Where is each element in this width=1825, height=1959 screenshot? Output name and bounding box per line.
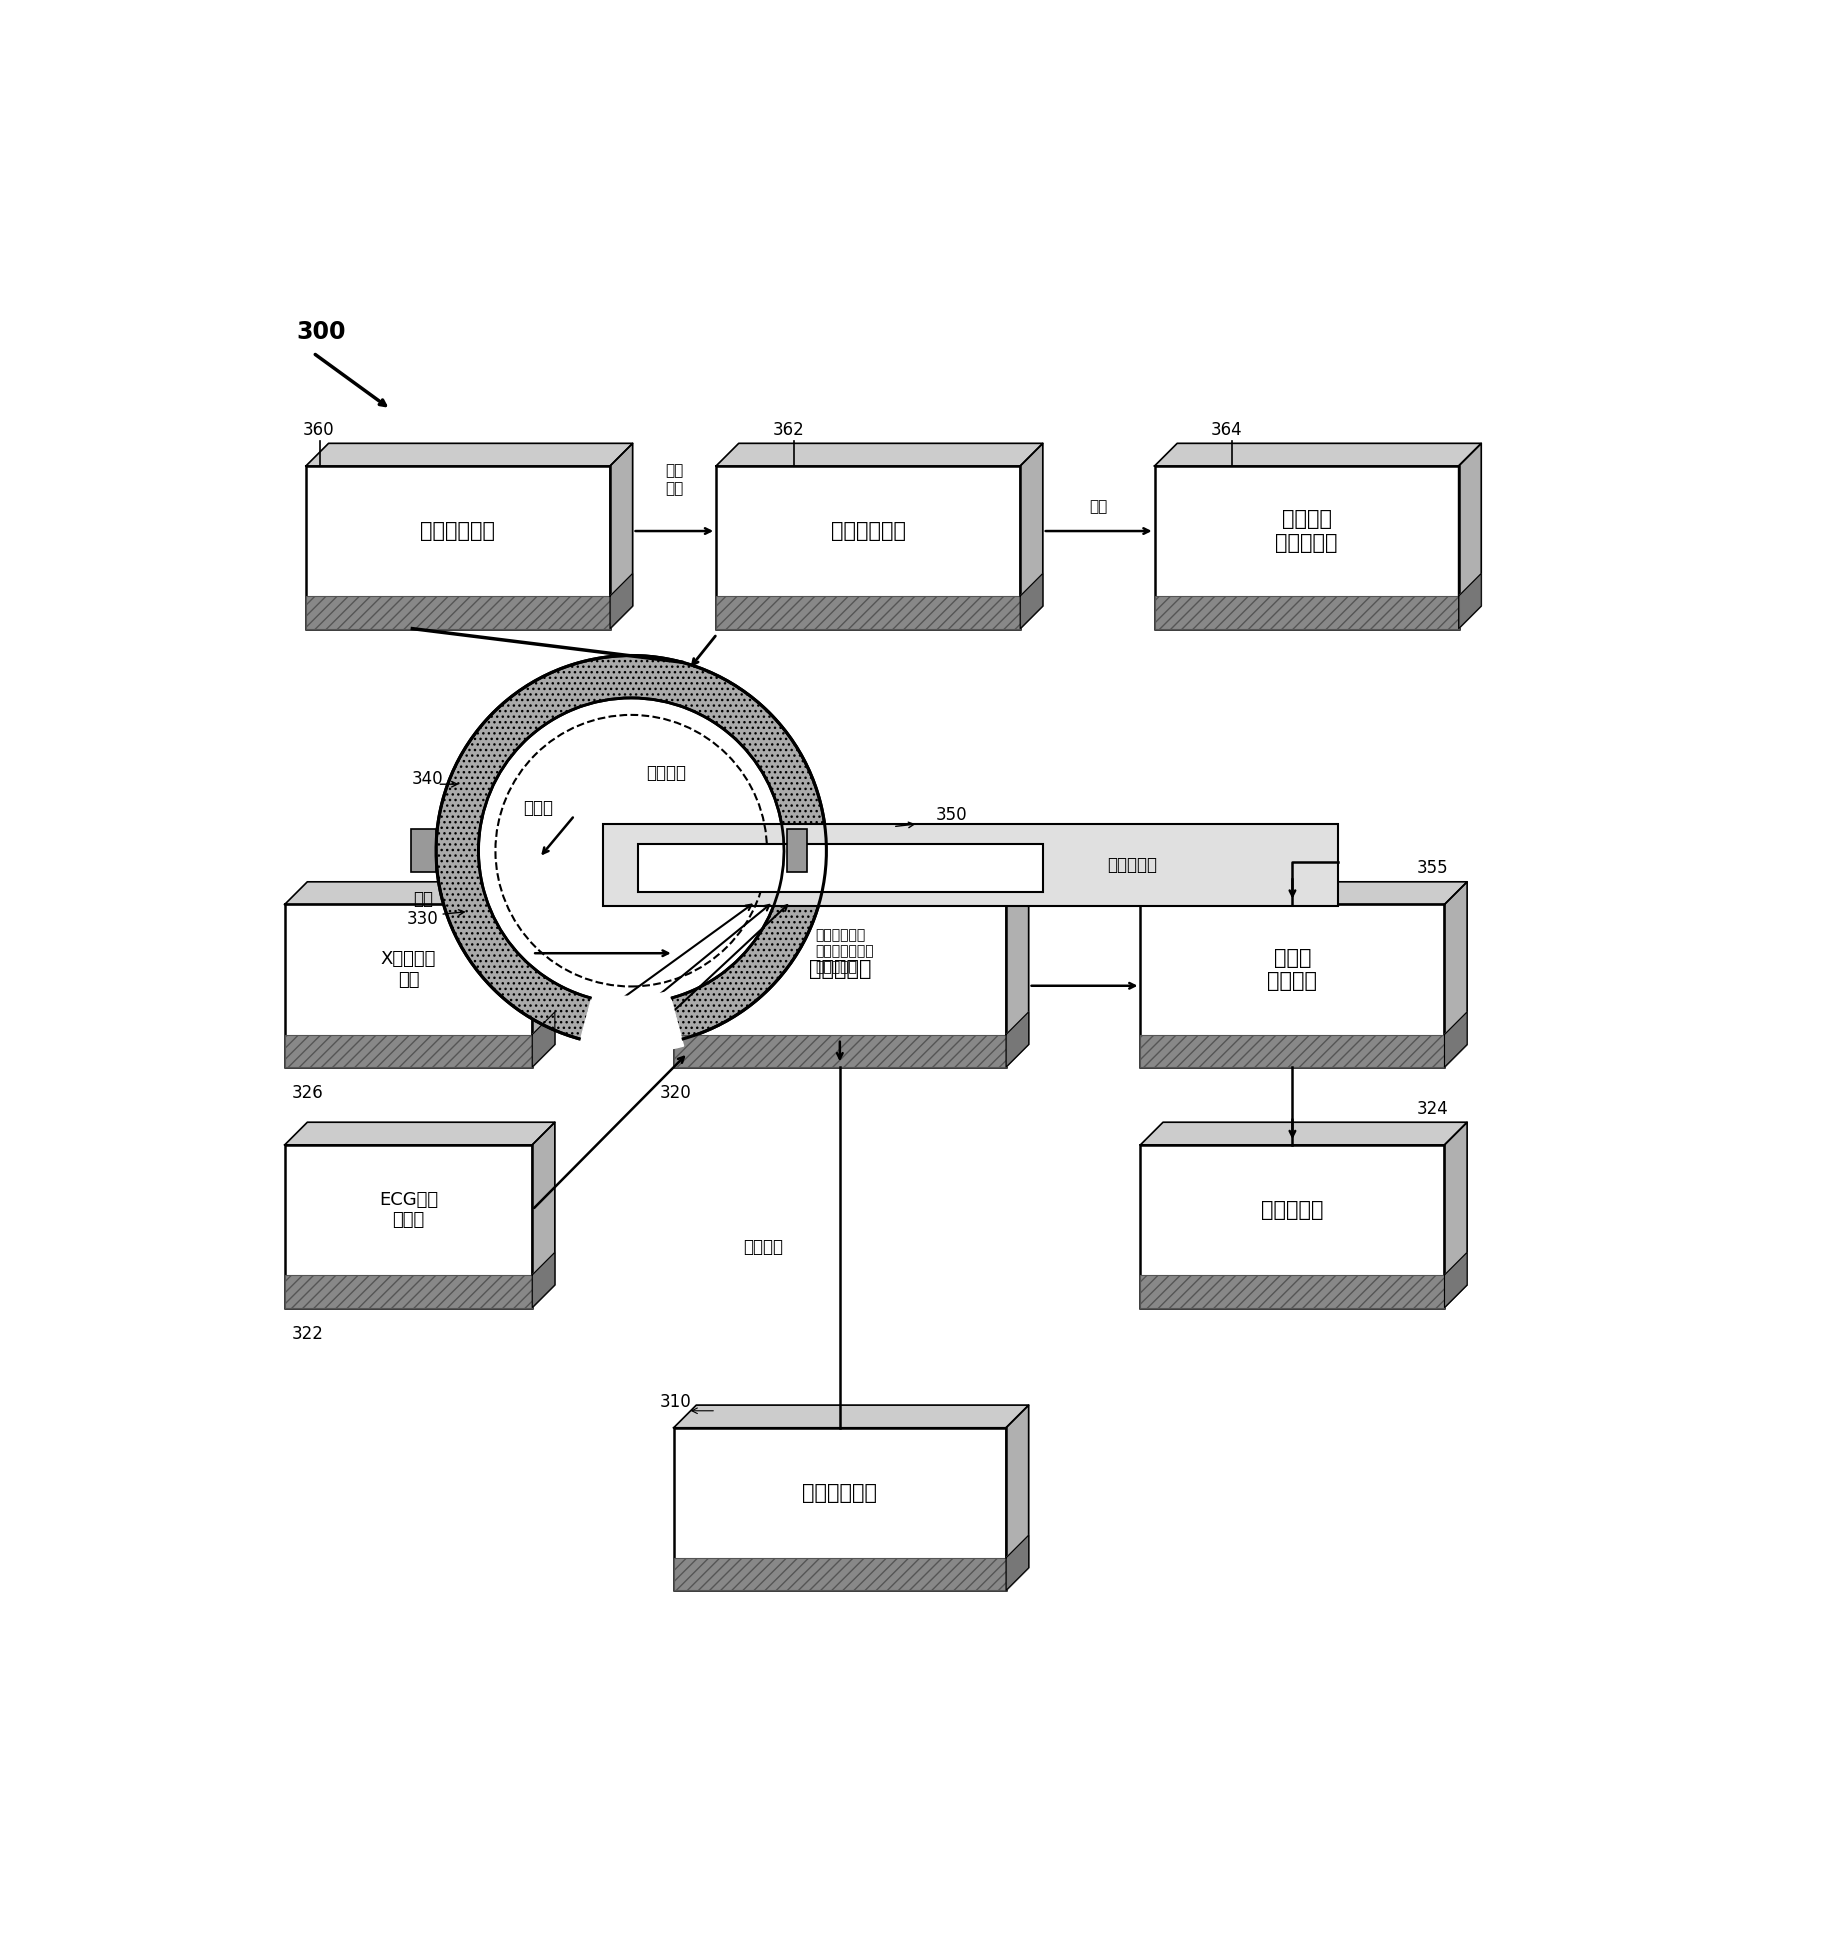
Text: 束控制系统: 束控制系统 <box>808 960 871 980</box>
Text: 靶环: 靶环 <box>412 889 433 907</box>
Polygon shape <box>1141 1123 1467 1144</box>
Text: 322: 322 <box>292 1324 323 1342</box>
Bar <box>411 829 436 872</box>
Text: 图像重建模块: 图像重建模块 <box>830 521 905 541</box>
Bar <box>285 905 533 1068</box>
Bar <box>673 1034 1006 1068</box>
Circle shape <box>478 697 785 1003</box>
Text: X射线准直
系统: X射线准直 系统 <box>381 950 436 989</box>
Bar <box>715 596 1020 629</box>
Text: 300: 300 <box>296 319 345 343</box>
Polygon shape <box>1006 882 1029 1068</box>
Text: 高压发生器: 高压发生器 <box>1261 1201 1323 1220</box>
Bar <box>285 1034 533 1068</box>
Bar <box>673 1557 1006 1591</box>
Polygon shape <box>1006 1536 1029 1591</box>
Bar <box>1155 596 1458 629</box>
Polygon shape <box>1444 882 1467 1068</box>
Bar <box>639 844 1042 891</box>
Polygon shape <box>610 443 633 629</box>
Text: 355: 355 <box>1416 860 1447 878</box>
Polygon shape <box>1458 443 1482 629</box>
Text: 350: 350 <box>934 805 967 823</box>
Text: 360: 360 <box>303 421 334 439</box>
Text: 电子束: 电子束 <box>524 799 553 817</box>
Text: 364: 364 <box>1212 421 1243 439</box>
Text: 图像显示
和操作系统: 图像显示 和操作系统 <box>1276 509 1338 552</box>
Polygon shape <box>1006 1013 1029 1068</box>
Text: 原始
数据: 原始 数据 <box>666 462 684 496</box>
Polygon shape <box>1458 574 1482 629</box>
Bar <box>285 1275 533 1307</box>
Bar <box>787 829 807 872</box>
Text: 320: 320 <box>659 1083 692 1103</box>
Polygon shape <box>1444 1123 1467 1307</box>
Polygon shape <box>1141 882 1467 905</box>
Polygon shape <box>1020 443 1042 629</box>
Polygon shape <box>1444 1252 1467 1307</box>
Bar <box>1155 466 1458 629</box>
Circle shape <box>436 656 827 1046</box>
Bar <box>1141 905 1444 1068</box>
Text: ECG数字
转换器: ECG数字 转换器 <box>380 1191 438 1230</box>
Polygon shape <box>673 1405 1029 1428</box>
Text: 探测器环: 探测器环 <box>646 764 686 782</box>
Polygon shape <box>1020 574 1042 629</box>
Polygon shape <box>1155 443 1482 466</box>
Polygon shape <box>1006 1405 1029 1591</box>
Text: 束扫描的组织
定时，病床运动
和数据收集: 束扫描的组织 定时，病床运动 和数据收集 <box>816 929 874 974</box>
Text: 定位器
控制系统: 定位器 控制系统 <box>1267 948 1318 991</box>
Bar <box>602 825 1338 905</box>
Text: 310: 310 <box>659 1393 692 1410</box>
Polygon shape <box>533 882 555 1068</box>
Bar <box>307 596 610 629</box>
Text: 340: 340 <box>412 770 443 788</box>
Polygon shape <box>533 1123 555 1307</box>
Text: 324: 324 <box>1416 1099 1447 1119</box>
Polygon shape <box>610 574 633 629</box>
Polygon shape <box>1444 1013 1467 1068</box>
Wedge shape <box>579 991 684 1052</box>
Bar <box>1141 1034 1444 1068</box>
Bar <box>715 466 1020 629</box>
Polygon shape <box>307 443 633 466</box>
Text: 病人定位器: 病人定位器 <box>1108 856 1157 874</box>
Bar <box>1141 1144 1444 1307</box>
Polygon shape <box>673 882 1029 905</box>
Text: 扫描命令: 扫描命令 <box>743 1238 783 1256</box>
Polygon shape <box>533 1252 555 1307</box>
Text: 326: 326 <box>292 1083 323 1103</box>
Polygon shape <box>285 1123 555 1144</box>
Text: 数据获取系统: 数据获取系统 <box>420 521 495 541</box>
Polygon shape <box>715 443 1042 466</box>
Polygon shape <box>533 1013 555 1068</box>
Bar <box>1141 1275 1444 1307</box>
Bar <box>673 905 1006 1068</box>
Bar <box>673 1428 1006 1591</box>
Text: 330: 330 <box>407 911 438 929</box>
Polygon shape <box>285 882 555 905</box>
Text: 362: 362 <box>772 421 805 439</box>
Bar <box>285 1144 533 1307</box>
Text: 操作者控制台: 操作者控制台 <box>803 1483 878 1503</box>
Bar <box>307 466 610 629</box>
Text: 图像: 图像 <box>1090 500 1108 513</box>
